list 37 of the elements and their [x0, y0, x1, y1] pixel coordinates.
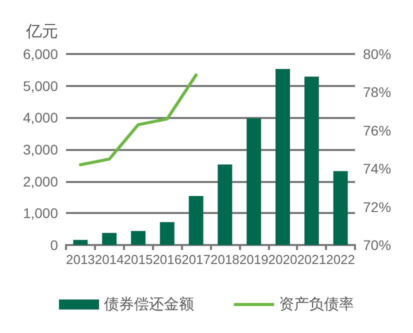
y2-tick-label: 72% — [363, 198, 392, 215]
x-tick-label: 2019 — [239, 252, 268, 267]
x-tick-label: 2014 — [94, 252, 124, 267]
bar — [246, 118, 262, 245]
bar — [333, 171, 348, 245]
y2-tick-label: 70% — [363, 237, 392, 253]
y-tick-label: 3,000 — [22, 142, 58, 158]
bar — [304, 76, 319, 245]
bar — [218, 164, 232, 245]
bar — [188, 196, 204, 245]
bar — [160, 222, 174, 245]
y-tick-label: 5,000 — [22, 78, 58, 94]
y2-tick-label: 78% — [363, 84, 392, 100]
bar — [73, 240, 88, 245]
x-tick-label: 2022 — [326, 252, 356, 267]
y2-tick-label: 80% — [363, 46, 392, 62]
y-tick-label: 0 — [50, 237, 58, 253]
line-series — [78, 74, 198, 166]
x-tick-label: 2020 — [268, 252, 298, 267]
y-tick-label: 1,000 — [22, 205, 58, 222]
x-tick-label: 2017 — [182, 252, 211, 267]
legend-label: 资产负债率 — [279, 296, 354, 313]
x-tick-label: 2013 — [66, 252, 95, 267]
y2-tick-label: 74% — [363, 160, 392, 177]
legend-label: 债券偿还金额 — [104, 296, 194, 313]
y-tick-label: 6,000 — [22, 46, 58, 62]
x-tick-label: 2018 — [210, 252, 240, 267]
x-tick-label: 2016 — [152, 252, 182, 267]
bar — [131, 230, 146, 245]
y-tick-label: 2,000 — [22, 173, 58, 190]
y-axis-title: 亿元 — [25, 24, 58, 40]
y-tick-label: 4,000 — [22, 110, 58, 126]
bar — [102, 232, 117, 245]
x-tick-label: 2015 — [124, 252, 153, 267]
x-tick-label: 2021 — [297, 252, 326, 267]
bar — [276, 68, 290, 245]
y2-tick-label: 76% — [363, 122, 392, 138]
